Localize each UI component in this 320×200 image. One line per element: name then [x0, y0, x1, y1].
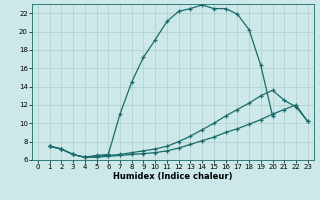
X-axis label: Humidex (Indice chaleur): Humidex (Indice chaleur): [113, 172, 233, 181]
